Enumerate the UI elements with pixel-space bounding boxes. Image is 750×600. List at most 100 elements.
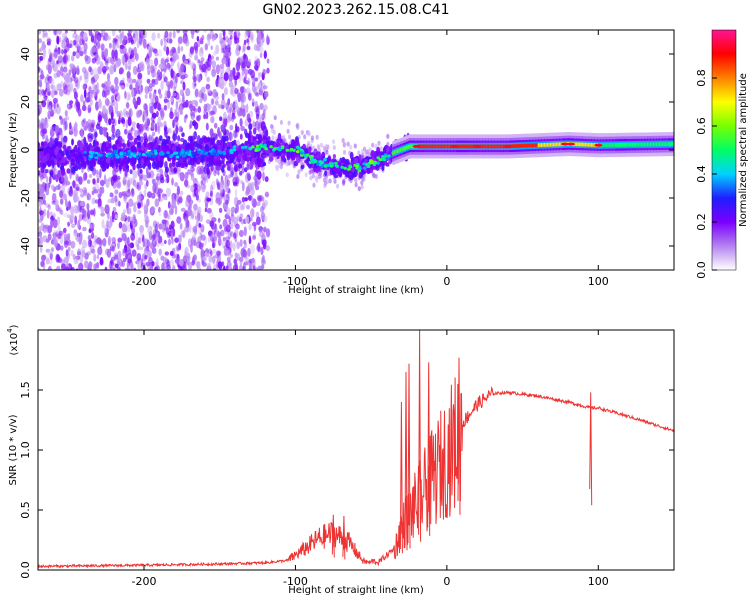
spectrogram-cell (63, 227, 67, 234)
spectrogram-cell (73, 256, 79, 265)
spectrogram-cell (245, 261, 251, 266)
spectrogram-cell (244, 216, 250, 224)
spectrogram-cell (39, 246, 43, 253)
spectrogram-cell (224, 174, 229, 184)
spectrogram-cell (133, 205, 137, 213)
spectrogram-cell (240, 179, 243, 185)
spectrogram-cell (194, 215, 198, 221)
spectrogram-cell (204, 207, 208, 213)
spectrogram-cell (124, 170, 128, 177)
spectrogram-cell (241, 70, 245, 76)
spectrogram-cell (114, 56, 119, 61)
spectrogram-cell (93, 85, 96, 93)
spectrogram-cell (161, 223, 166, 230)
spectrogram-cell (205, 122, 209, 131)
spectrogram-cell (237, 163, 243, 169)
spectrogram-cell (437, 144, 440, 149)
spectrogram-cell (122, 23, 125, 29)
spectrogram-cell (119, 110, 123, 119)
spectrogram-cell (262, 215, 268, 223)
spectrogram-cell (323, 183, 327, 188)
spectrogram-cell (90, 248, 96, 254)
spectrogram-cell (198, 167, 204, 175)
spectrogram-cell (314, 175, 318, 181)
spectrogram-cell (146, 160, 151, 168)
spectrogram-cell (71, 138, 74, 146)
spectrogram-cell (53, 30, 57, 36)
spectrogram-cell (194, 30, 198, 33)
spectrogram-cell (182, 229, 186, 239)
spectrogram-cell (84, 252, 89, 260)
spectrogram-cell (199, 165, 204, 174)
spectrogram-cell (275, 166, 279, 172)
spectrogram-cell (234, 252, 238, 258)
spectrogram-cell (143, 139, 147, 148)
spectrogram-cell (136, 40, 140, 49)
spectrogram-cell (223, 117, 228, 126)
spectrogram-cell (199, 232, 203, 238)
spectrogram-cell (226, 146, 231, 150)
spectrogram-cell (61, 43, 64, 49)
spectrogram-cell (56, 265, 61, 270)
spectrogram-cell (38, 49, 41, 55)
spectrogram-cell (242, 200, 246, 211)
spectrogram-cell (53, 49, 58, 59)
spectrogram-cell (162, 141, 167, 147)
spectrogram-cell (232, 145, 237, 149)
spectrogram-cell (49, 271, 53, 276)
spectrogram-cell (119, 34, 122, 45)
spectrogram-cell (173, 167, 178, 174)
spectrogram-cell (219, 116, 223, 121)
spectrogram-cell (247, 195, 253, 201)
spectrogram-cell (93, 129, 98, 139)
spectrogram-cell (87, 240, 90, 248)
spectrogram-cell (484, 144, 487, 149)
spectrogram-cell (47, 91, 51, 96)
spectrogram-cell (266, 36, 270, 46)
spectrogram-cell (171, 254, 176, 259)
spectrogram-cell (194, 82, 197, 87)
spectrogram-cell (457, 144, 460, 149)
spectrogram-cell (247, 247, 251, 257)
spectrogram-cell (259, 52, 263, 59)
spectrogram-cell (341, 138, 345, 143)
spectrogram-cell (149, 92, 152, 100)
spectrogram-cell (63, 49, 68, 54)
spectrogram-cell (89, 155, 94, 159)
spectrogram-cell (355, 164, 360, 168)
spectrogram-cell (256, 201, 261, 207)
spectrogram-cell (62, 66, 68, 73)
spectrogram-cell (393, 150, 396, 155)
spectrogram-cell (263, 52, 268, 58)
spectrogram-cell (258, 134, 263, 143)
spectrogram-cell (468, 144, 471, 149)
spectrogram-cell (446, 144, 449, 149)
spectrogram-cell (323, 158, 327, 162)
spectrogram-cell (386, 133, 390, 139)
spectrogram-cell (169, 208, 174, 216)
spectrogram-cell (213, 170, 217, 177)
spectrogram-cell (228, 131, 233, 141)
spectrogram-cell (492, 144, 495, 149)
spectrogram-cell (100, 186, 105, 194)
spectrogram-cell (92, 178, 96, 185)
spectrogram-cell (486, 144, 489, 149)
spectrogram-cell (59, 66, 64, 77)
spectrogram-cell (66, 145, 70, 152)
spectrogram-cell (99, 126, 104, 136)
spectrogram-cell (226, 224, 231, 233)
spectrogram-cell (148, 83, 153, 88)
spectrogram-cell (131, 215, 135, 226)
spectrogram-cell (102, 69, 106, 75)
spectrogram-cell (235, 223, 240, 230)
spectrogram-cell (64, 120, 68, 131)
spectrogram-cell (152, 234, 157, 240)
spectrogram-cell (104, 266, 108, 270)
spectrogram-cell (245, 87, 251, 94)
spectrogram-cell (47, 248, 53, 256)
spectrogram-cell (209, 137, 214, 146)
spectrogram-cell (256, 105, 260, 113)
spectrogram-cell (82, 186, 88, 194)
spectrogram-cell (184, 270, 186, 279)
spectrogram-cell (260, 246, 264, 256)
